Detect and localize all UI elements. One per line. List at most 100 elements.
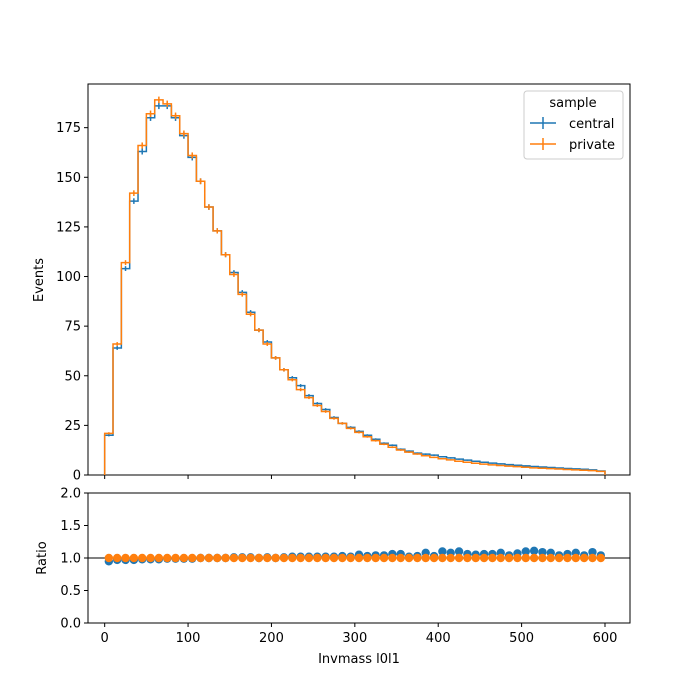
ratio-point-private (429, 553, 439, 563)
ratio-point-private (321, 553, 330, 563)
ratio-point-private (304, 553, 314, 563)
ratio-point-private (154, 553, 164, 563)
ratio-point-private (179, 553, 189, 563)
ratio-point-central (529, 546, 539, 556)
ratio-y-tick-label: 1.0 (60, 552, 81, 567)
ratio-point-private (371, 553, 380, 563)
ratio-point-private (138, 553, 147, 563)
main-series-group (103, 96, 606, 475)
ratio-point-private (163, 553, 172, 563)
ratio-point-private (454, 553, 464, 563)
ratio-point-private (104, 553, 114, 563)
series-private (103, 96, 606, 475)
ratio-point-private (438, 553, 447, 563)
ratio-y-tick-label: 0.0 (60, 617, 81, 632)
main-y-axis-label: Events (32, 258, 47, 302)
ratio-y-axis-label: Ratio (35, 541, 50, 574)
step-line-private (103, 99, 606, 475)
ratio-point-private (329, 553, 339, 563)
ratio-point-private (504, 553, 514, 563)
ratio-panel: 0.0 0.5 1.0 1.5 2.0 0 100 200 300 400 500 600 Rati… (35, 487, 631, 667)
ratio-point-private (188, 553, 197, 563)
ratio-point-private (554, 553, 564, 563)
ratio-point-private (521, 553, 530, 563)
x-tick-label: 0 (101, 631, 109, 646)
ratio-point-private (538, 553, 547, 563)
ratio-point-private (213, 553, 222, 563)
ratio-points-group (104, 546, 606, 566)
ratio-x-ticks: 0 100 200 300 400 500 600 (101, 623, 618, 646)
ratio-point-private (488, 553, 497, 563)
ratio-point-private (513, 553, 522, 563)
legend-entry-central: central (530, 117, 614, 132)
legend-title: sample (549, 96, 596, 111)
x-tick-label: 200 (259, 631, 284, 646)
legend-label-central: central (569, 117, 614, 132)
ratio-point-private (129, 553, 139, 563)
ratio-point-private (396, 553, 405, 563)
main-y-tick-label: 0 (73, 469, 81, 484)
ratio-point-private (288, 553, 297, 563)
ratio-point-private (588, 553, 597, 563)
ratio-point-central (538, 547, 547, 557)
ratio-point-private (596, 553, 606, 563)
ratio-point-private (496, 553, 505, 563)
ratio-point-private (246, 553, 255, 563)
ratio-point-private (479, 553, 489, 563)
main-x-ticks (104, 475, 606, 479)
main-y-tick-label: 100 (56, 270, 81, 285)
ratio-point-private (221, 553, 230, 563)
ratio-point-private (279, 553, 289, 563)
legend-box (523, 90, 624, 160)
ratio-point-private (263, 553, 272, 563)
main-y-tick-label: 25 (64, 419, 81, 434)
ratio-point-private (271, 553, 280, 563)
main-plot-frame (87, 83, 631, 476)
ratio-point-private (363, 553, 372, 563)
ratio-point-private (121, 553, 130, 563)
ratio-point-private (388, 553, 397, 563)
ratio-point-private (413, 553, 422, 563)
x-tick-label: 600 (593, 631, 618, 646)
ratio-point-private (229, 553, 239, 563)
ratio-series-private (104, 553, 606, 563)
ratio-point-private (571, 553, 580, 563)
main-y-tick-label: 75 (64, 320, 81, 335)
ratio-point-private (196, 553, 205, 563)
main-y-ticks: 0 25 50 75 100 125 150 175 (56, 121, 88, 484)
ratio-point-private (404, 553, 414, 563)
ratio-point-private (338, 553, 347, 563)
x-tick-label: 400 (426, 631, 451, 646)
ratio-point-private (529, 553, 539, 563)
ratio-point-private (146, 553, 155, 563)
legend: sample central private (523, 90, 624, 160)
ratio-point-private (421, 553, 430, 563)
ratio-point-private (579, 553, 589, 563)
ratio-point-private (254, 553, 264, 563)
main-y-tick-label: 175 (56, 121, 81, 136)
main-y-tick-label: 50 (64, 369, 81, 384)
ratio-point-private (546, 553, 555, 563)
ratio-point-private (446, 553, 455, 563)
ratio-point-private (204, 553, 214, 563)
ratio-point-central (438, 547, 447, 556)
x-tick-label: 500 (509, 631, 534, 646)
ratio-point-central (521, 547, 530, 556)
legend-label-private: private (569, 138, 615, 153)
ratio-point-private (238, 553, 247, 563)
x-axis-label: Invmass l0l1 (318, 652, 400, 667)
ratio-point-private (463, 553, 472, 563)
x-tick-label: 300 (342, 631, 367, 646)
ratio-point-private (313, 553, 322, 563)
ratio-point-private (112, 553, 122, 563)
ratio-point-private (379, 553, 389, 563)
ratio-point-central (454, 547, 464, 556)
ratio-point-private (171, 553, 180, 563)
ratio-point-private (296, 553, 305, 563)
main-y-tick-label: 125 (56, 220, 81, 235)
ratio-y-ticks: 0.0 0.5 1.0 1.5 2.0 (60, 487, 88, 632)
ratio-y-tick-label: 1.5 (60, 519, 81, 534)
ratio-point-private (563, 553, 572, 563)
step-line-central (103, 105, 606, 475)
